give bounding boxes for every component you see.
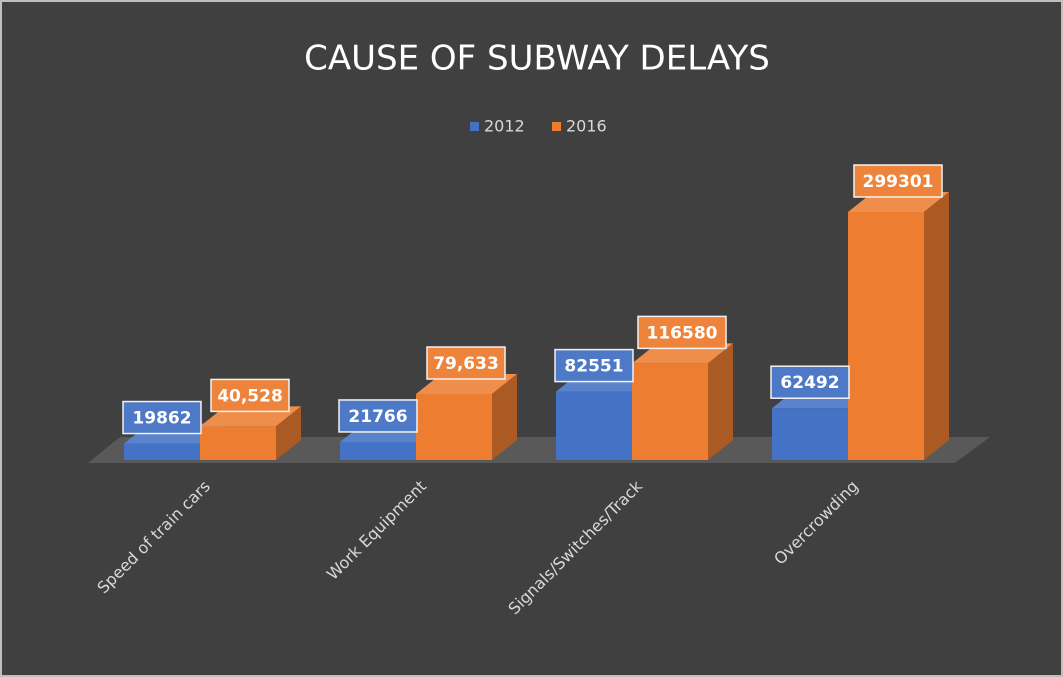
bar-front — [340, 441, 416, 460]
legend-label: 2016 — [566, 117, 607, 136]
bar-front — [632, 363, 708, 460]
data-label: 62492 — [780, 373, 839, 393]
data-label: 82551 — [564, 357, 623, 377]
chart-title: CAUSE OF SUBWAY DELAYS — [304, 39, 770, 79]
data-label-box — [338, 399, 418, 433]
bar-front — [416, 394, 492, 460]
data-label: 21766 — [348, 407, 407, 427]
data-label: 116580 — [647, 323, 718, 343]
data-label-box — [554, 348, 634, 383]
bar-front — [124, 443, 200, 460]
bar-side — [492, 374, 517, 460]
bar — [848, 192, 949, 460]
data-label-box — [122, 400, 202, 435]
legend-label: 2012 — [484, 117, 525, 136]
bar-side — [708, 343, 733, 460]
data-label-box — [770, 365, 850, 399]
data-label: 79,633 — [433, 354, 499, 374]
bar-front — [200, 426, 276, 460]
bar — [632, 343, 733, 460]
data-label-box — [637, 315, 727, 350]
legend-swatch — [470, 122, 479, 131]
bar — [416, 374, 517, 460]
floor — [88, 437, 990, 463]
legend-swatch — [552, 122, 561, 131]
bar-front — [848, 212, 924, 460]
bar-front — [556, 391, 632, 460]
bar-side — [924, 192, 949, 460]
bar — [200, 406, 301, 460]
data-label-box — [426, 346, 506, 380]
data-label-box — [210, 378, 290, 413]
bar-side — [276, 406, 301, 460]
data-label: 40,528 — [217, 386, 283, 406]
data-label: 19862 — [132, 409, 191, 429]
data-label-box — [853, 164, 943, 198]
bar-front — [772, 408, 848, 460]
data-label: 299301 — [863, 172, 934, 192]
